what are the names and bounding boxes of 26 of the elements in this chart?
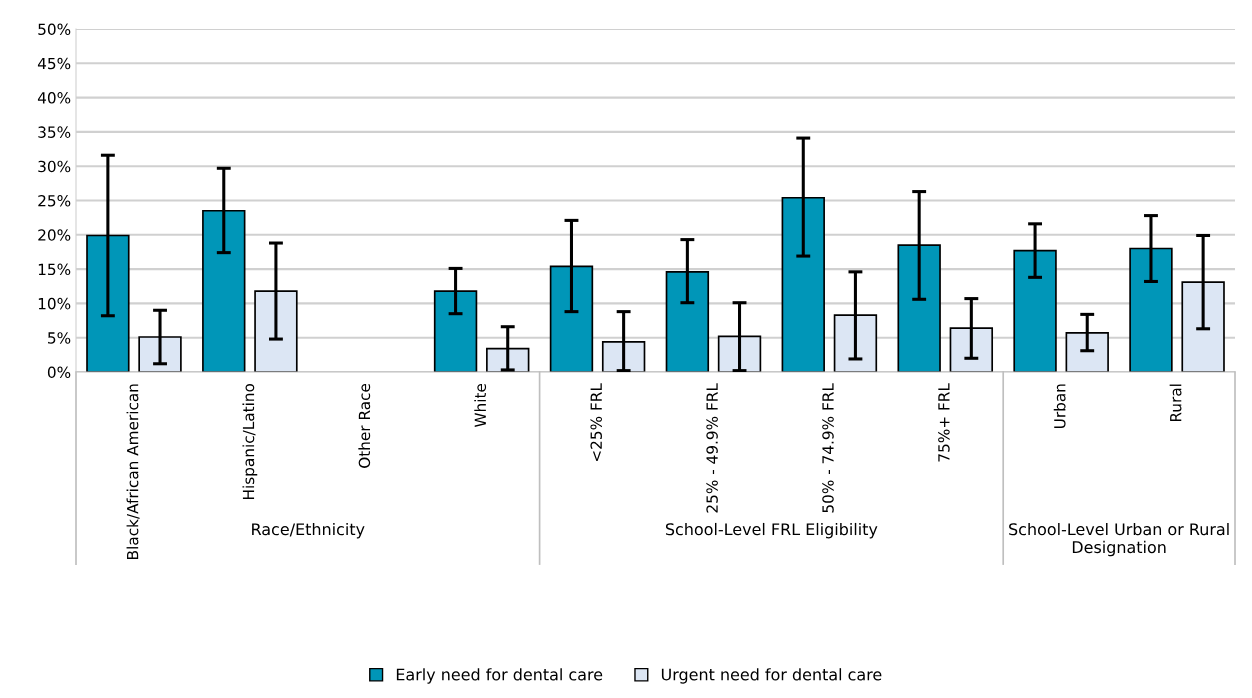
y-tick-label: 5% — [48, 332, 71, 344]
y-tick-label: 35% — [38, 126, 71, 138]
x-tick-label: Black/African American — [126, 384, 140, 559]
y-tick-label: 40% — [37, 92, 71, 104]
y-tick-label: 20% — [38, 229, 71, 241]
x-tick-label: Urban — [1053, 384, 1066, 428]
x-tick-label: <25% FRL — [590, 383, 602, 462]
x-tick-label: 50% - 74.9% FRL — [822, 383, 834, 513]
y-tick-label: 45% — [37, 57, 71, 70]
x-tick-label: White — [474, 383, 487, 428]
legend-label: Urgent need for dental care — [661, 668, 882, 684]
y-tick-label: 0% — [47, 366, 71, 379]
x-tick-label: 25% - 49.9% FRL — [706, 383, 718, 513]
x-tick-label: 75%+ FRL — [938, 383, 950, 462]
y-tick-label: 10% — [38, 297, 71, 310]
y-tick-label: 30% — [38, 160, 71, 173]
y-tick-label: 50% — [38, 23, 71, 36]
legend-label: Early need for dental care — [396, 668, 603, 684]
text: Race/Ethnicity — [252, 522, 365, 539]
text: School-Level FRL Eligibility — [665, 522, 878, 539]
y-tick-label: 25% — [38, 194, 71, 207]
x-tick-label: Hispanic/Latino — [242, 383, 258, 499]
x-tick-label: Other Race — [358, 383, 371, 468]
text: School-Level Urban or Rural Designation — [1009, 522, 1229, 557]
x-tick-label: Rural — [1169, 384, 1182, 422]
y-tick-label: 15% — [38, 263, 71, 276]
